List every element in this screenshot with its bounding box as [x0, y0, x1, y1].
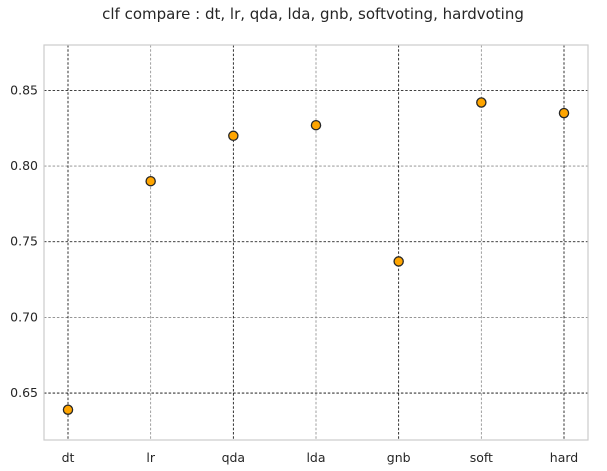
- y-tick-label: 0.85: [10, 82, 38, 97]
- plot-area-frame: [43, 44, 589, 441]
- y-tick-label: 0.75: [10, 234, 38, 249]
- x-tick-label: qda: [222, 450, 246, 465]
- y-tick-label: 0.65: [10, 385, 38, 400]
- data-point-hard: [558, 107, 570, 119]
- x-tick-label: lr: [146, 450, 155, 465]
- y-axis-ticks: 0.65 0.70 0.75 0.80 0.85: [10, 82, 38, 400]
- y-tick-label: 0.70: [10, 309, 38, 324]
- x-tick-label: gnb: [387, 450, 411, 465]
- data-point-gnb: [393, 256, 404, 267]
- chart-title: clf compare : dt, lr, qda, lda, gnb, sof…: [102, 5, 524, 23]
- x-tick-label: hard: [550, 450, 578, 465]
- x-gridlines: [67, 45, 565, 440]
- x-tick-label: lda: [306, 450, 325, 465]
- x-tick-label: dt: [62, 450, 75, 465]
- data-point-qda: [228, 130, 239, 142]
- y-tick-label: 0.80: [10, 158, 38, 173]
- data-point-lr: [145, 175, 156, 187]
- x-axis-ticks: dt lr qda lda gnb soft hard: [62, 450, 579, 465]
- data-point-dt: [62, 404, 74, 415]
- data-points: [62, 97, 570, 415]
- data-point-lda: [310, 119, 322, 131]
- data-point-soft: [476, 97, 487, 108]
- x-tick-label: soft: [470, 450, 493, 465]
